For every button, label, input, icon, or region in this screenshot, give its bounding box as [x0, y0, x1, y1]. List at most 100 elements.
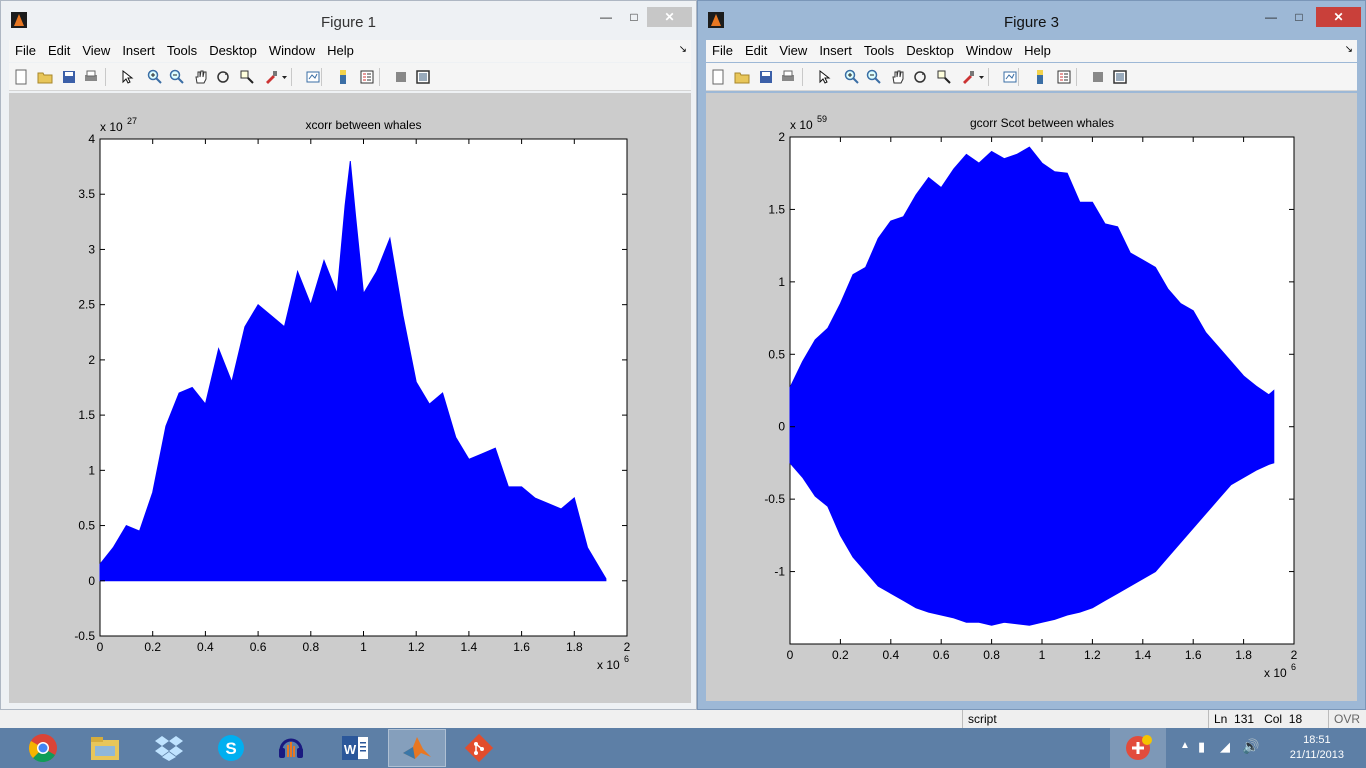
- open-file-icon[interactable]: [734, 69, 750, 85]
- menu-tools[interactable]: Tools: [863, 43, 895, 58]
- rotate-3d-icon[interactable]: [215, 69, 231, 85]
- tray-expand-icon[interactable]: ▲: [1180, 740, 1190, 751]
- toolbar-separator: [291, 68, 292, 86]
- minimize-button[interactable]: —: [1265, 10, 1277, 24]
- chrome-icon[interactable]: [14, 729, 72, 767]
- tray-volume-icon[interactable]: 🔊: [1242, 738, 1260, 754]
- zoom-in-icon[interactable]: [844, 69, 860, 85]
- colorbar-icon[interactable]: [335, 69, 351, 85]
- link-plot-icon[interactable]: [1002, 69, 1018, 85]
- open-file-icon[interactable]: [37, 69, 53, 85]
- figure-1-menubar: File Edit View Insert Tools Desktop Window Help…: [9, 40, 691, 62]
- edit-plot-icon[interactable]: [816, 69, 832, 85]
- save-figure-icon[interactable]: [61, 69, 77, 85]
- show-plot-tools-icon[interactable]: [415, 69, 431, 85]
- brush-icon[interactable]: [263, 69, 279, 85]
- figure-1-window[interactable]: Figure 1 — □ ✕ File Edit View Insert Tools De…: [0, 0, 697, 710]
- toolbar-separator: [802, 68, 803, 86]
- print-figure-icon[interactable]: [83, 69, 99, 85]
- data-cursor-icon[interactable]: [239, 69, 255, 85]
- menu-desktop[interactable]: Desktop: [906, 43, 954, 58]
- dock-arrow-icon[interactable]: ↘: [1344, 44, 1353, 55]
- matlab-icon[interactable]: [388, 729, 446, 767]
- file-explorer-icon[interactable]: [76, 729, 134, 767]
- rotate-3d-icon[interactable]: [912, 69, 928, 85]
- menu-file[interactable]: File: [15, 43, 36, 58]
- legend-icon[interactable]: [359, 69, 375, 85]
- brush-dropdown-icon[interactable]: [279, 69, 295, 85]
- menu-insert[interactable]: Insert: [819, 43, 852, 58]
- hide-plot-tools-icon[interactable]: [393, 69, 409, 85]
- menu-edit[interactable]: Edit: [47, 43, 71, 58]
- menu-window[interactable]: Window: [268, 43, 316, 58]
- figure-1-titlebar[interactable]: Figure 1 — □ ✕: [1, 1, 696, 39]
- brush-icon[interactable]: [960, 69, 976, 85]
- maximize-button[interactable]: □: [630, 10, 638, 24]
- word-icon[interactable]: W: [326, 729, 384, 767]
- x-tick-label: 0.8: [302, 640, 319, 654]
- git-icon[interactable]: [450, 729, 508, 767]
- matlab-logo-icon: [11, 12, 27, 28]
- tray-update-icon[interactable]: [1110, 728, 1166, 768]
- status-position: Ln 131 Col 18: [1208, 710, 1318, 728]
- show-plot-tools-icon[interactable]: [1112, 69, 1128, 85]
- figure-3-titlebar[interactable]: Figure 3 — □ ✕: [698, 1, 1365, 39]
- menu-edit[interactable]: Edit: [744, 43, 768, 58]
- colorbar-icon[interactable]: [1032, 69, 1048, 85]
- clock-date: 21/11/2013: [1289, 749, 1344, 761]
- audacity-icon[interactable]: [262, 729, 320, 767]
- new-figure-icon[interactable]: [710, 69, 726, 85]
- save-figure-icon[interactable]: [758, 69, 774, 85]
- new-figure-icon[interactable]: [13, 69, 29, 85]
- data-cursor-icon[interactable]: [936, 69, 952, 85]
- pan-icon[interactable]: [193, 69, 209, 85]
- y-tick-label: 3.5: [78, 187, 95, 201]
- y-exponent-value: 27: [127, 116, 137, 126]
- x-tick-label: 1.8: [1235, 648, 1252, 662]
- legend-icon[interactable]: [1056, 69, 1072, 85]
- toolbar-separator: [1018, 68, 1019, 86]
- dock-arrow-icon[interactable]: ↘: [678, 44, 687, 55]
- y-tick-label: -0.5: [74, 629, 95, 643]
- figure-1-axes[interactable]: 0 0.2 0.4 0.6 0.8 1 1.2 1.4 1.6 1.8 2-0.500.511.52…: [9, 93, 691, 703]
- edit-plot-icon[interactable]: [119, 69, 135, 85]
- menu-view[interactable]: View: [779, 43, 808, 58]
- dropbox-icon[interactable]: [140, 729, 198, 767]
- status-ln-label: Ln: [1214, 712, 1228, 726]
- menu-help[interactable]: Help: [1024, 43, 1051, 58]
- zoom-out-icon[interactable]: [866, 69, 882, 85]
- hide-plot-tools-icon[interactable]: [1090, 69, 1106, 85]
- minimize-button[interactable]: —: [600, 10, 612, 24]
- y-tick-label: 2: [778, 130, 785, 144]
- close-button[interactable]: ✕: [1316, 7, 1361, 27]
- series-area: [99, 161, 607, 582]
- x-exponent-value: 6: [1291, 662, 1296, 672]
- tray-power-icon[interactable]: ▮: [1198, 739, 1206, 754]
- close-button[interactable]: ✕: [647, 7, 692, 27]
- zoom-in-icon[interactable]: [147, 69, 163, 85]
- y-tick-label: -0.5: [764, 492, 785, 506]
- menu-insert[interactable]: Insert: [122, 43, 155, 58]
- zoom-out-icon[interactable]: [169, 69, 185, 85]
- x-tick-label: 0.4: [882, 648, 899, 662]
- tray-clock[interactable]: 18:51 21/11/2013: [1290, 733, 1344, 763]
- tray-signal-icon[interactable]: ◢: [1220, 739, 1230, 754]
- figure-3-window[interactable]: Figure 3 — □ ✕ File Edit View Insert Tools De…: [697, 0, 1366, 710]
- menu-window[interactable]: Window: [965, 43, 1013, 58]
- figure-3-axes[interactable]: 0 0.2 0.4 0.6 0.8 1 1.2 1.4 1.6 1.8 2 -1 -0.5 0 0.5 1 1.…: [706, 93, 1357, 701]
- print-figure-icon[interactable]: [780, 69, 796, 85]
- x-tick-label: 1.4: [461, 640, 478, 654]
- menu-view[interactable]: View: [82, 43, 111, 58]
- menu-help[interactable]: Help: [327, 43, 354, 58]
- brush-dropdown-icon[interactable]: [976, 69, 992, 85]
- menu-tools[interactable]: Tools: [166, 43, 198, 58]
- pan-icon[interactable]: [890, 69, 906, 85]
- menu-desktop[interactable]: Desktop: [209, 43, 257, 58]
- link-plot-icon[interactable]: [305, 69, 321, 85]
- menu-file[interactable]: File: [712, 43, 733, 58]
- skype-icon[interactable]: S: [202, 729, 260, 767]
- chart-title: xcorr between whales: [305, 118, 421, 132]
- x-tick-label: 0.6: [250, 640, 267, 654]
- maximize-button[interactable]: □: [1295, 10, 1303, 24]
- x-tick-label: 1.2: [1084, 648, 1101, 662]
